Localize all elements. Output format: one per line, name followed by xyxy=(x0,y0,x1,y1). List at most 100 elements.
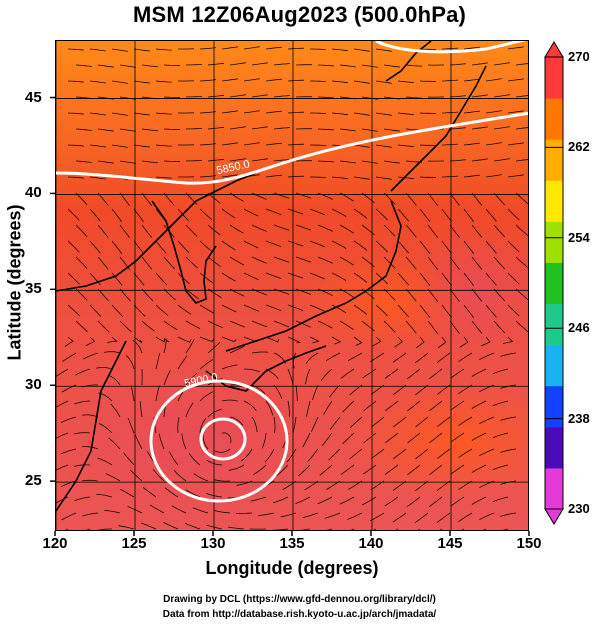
streamline-segment xyxy=(185,489,201,498)
streamline-segment xyxy=(397,304,409,318)
streamline-segment xyxy=(429,432,443,444)
streamline-segment xyxy=(141,128,158,132)
streamline-segment xyxy=(152,469,165,482)
streamline-segment xyxy=(471,464,487,473)
streamline-segment xyxy=(309,336,320,344)
streamline-segment xyxy=(471,400,487,409)
streamline-segment xyxy=(265,272,282,279)
streamline-segment xyxy=(171,505,187,514)
streamline-segment xyxy=(500,512,517,517)
y-tick-label: 25 xyxy=(25,472,42,490)
streamline-segment xyxy=(229,126,246,130)
streamline-segment xyxy=(67,112,85,115)
streamline-segment xyxy=(302,512,319,519)
streamline-segment xyxy=(89,208,101,222)
streamline-segment xyxy=(85,336,96,346)
y-tick-label: 45 xyxy=(25,88,42,106)
streamline-segment xyxy=(155,112,173,115)
streamline-segment xyxy=(310,176,327,178)
streamline-segment xyxy=(353,112,370,116)
streamline-segment xyxy=(287,240,304,247)
streamline-segment xyxy=(361,224,375,236)
streamline-segment xyxy=(111,240,123,254)
streamline-segment xyxy=(119,288,131,302)
streamline-segment xyxy=(450,368,465,379)
streamline-segment xyxy=(463,174,480,178)
streamline-segment xyxy=(317,224,333,232)
streamline-segment xyxy=(155,272,167,286)
streamline-segment xyxy=(370,448,385,459)
streamline-segment xyxy=(375,208,388,221)
streamline-segment xyxy=(353,304,368,315)
streamline-segment xyxy=(353,80,370,84)
streamline-segment xyxy=(463,110,480,114)
streamline-segment xyxy=(118,525,135,530)
streamline-segment xyxy=(507,46,524,50)
streamline-segment xyxy=(185,372,198,386)
streamline-segment xyxy=(250,496,267,502)
streamline-segment xyxy=(273,320,290,328)
x-axis-label: Longitude (degrees) xyxy=(205,558,379,578)
streamline-segment xyxy=(221,110,238,114)
x-tick-label: 125 xyxy=(121,535,147,552)
streamline-segment xyxy=(459,336,469,348)
streamline-segment xyxy=(393,448,407,460)
streamline-segment xyxy=(141,160,158,164)
streamline-segment xyxy=(199,418,207,434)
streamline-segment xyxy=(111,48,128,52)
streamline-segment xyxy=(169,451,179,466)
streamline-segment xyxy=(133,112,150,116)
streamline-segment xyxy=(463,272,475,286)
streamline-segment xyxy=(437,336,447,349)
streamline-segment xyxy=(56,464,69,471)
streamline-segment xyxy=(436,512,451,523)
streamline-segment xyxy=(243,400,257,412)
streamline-segment xyxy=(471,256,483,270)
streamline-segment xyxy=(375,80,392,84)
streamline-segment xyxy=(163,64,181,67)
streamline-segment xyxy=(273,256,290,263)
streamline-segment xyxy=(375,176,392,180)
streamline-segment xyxy=(362,368,377,379)
streamline-segment xyxy=(449,127,466,130)
streamline-segment xyxy=(125,355,135,370)
streamline-segment xyxy=(119,224,131,238)
streamline-segment xyxy=(449,256,460,271)
streamline-segment xyxy=(287,79,305,82)
streamline-segment xyxy=(265,46,282,50)
streamline-segment xyxy=(265,208,282,215)
streamline-segment xyxy=(449,63,466,66)
streamline-segment xyxy=(207,126,224,130)
streamline-segment xyxy=(339,256,354,266)
streamline-segment xyxy=(60,416,77,423)
streamline-segment xyxy=(295,496,311,505)
streamline-segment xyxy=(415,480,429,492)
streamline-segment xyxy=(163,256,175,270)
streamline-segment xyxy=(449,320,460,335)
streamline-segment xyxy=(500,352,517,357)
streamline-segment xyxy=(507,174,524,178)
streamline-segment xyxy=(107,336,118,343)
streamline-segment xyxy=(287,272,304,279)
streamline-segment xyxy=(163,339,170,354)
streamline-segment xyxy=(317,96,335,99)
streamline-segment xyxy=(221,240,236,251)
streamline-segment xyxy=(251,351,268,354)
streamline-segment xyxy=(375,304,388,317)
streamline-segment xyxy=(287,400,290,417)
streamline-segment xyxy=(158,433,165,450)
coastline-2 xyxy=(225,200,402,352)
streamline-segment xyxy=(185,96,203,98)
streamline-segment xyxy=(149,504,165,514)
streamline-segment xyxy=(479,416,495,424)
streamline-segment xyxy=(515,159,528,162)
streamline-segment xyxy=(96,493,113,498)
streamline-segment xyxy=(287,368,294,385)
streamline-segment xyxy=(119,488,135,498)
streamline-segment xyxy=(67,304,80,317)
streamline-segment xyxy=(155,353,160,370)
streamline-segment xyxy=(119,128,136,132)
streamline-segment xyxy=(450,464,465,475)
streamline-segment xyxy=(301,528,311,530)
streamline-segment xyxy=(97,224,109,238)
